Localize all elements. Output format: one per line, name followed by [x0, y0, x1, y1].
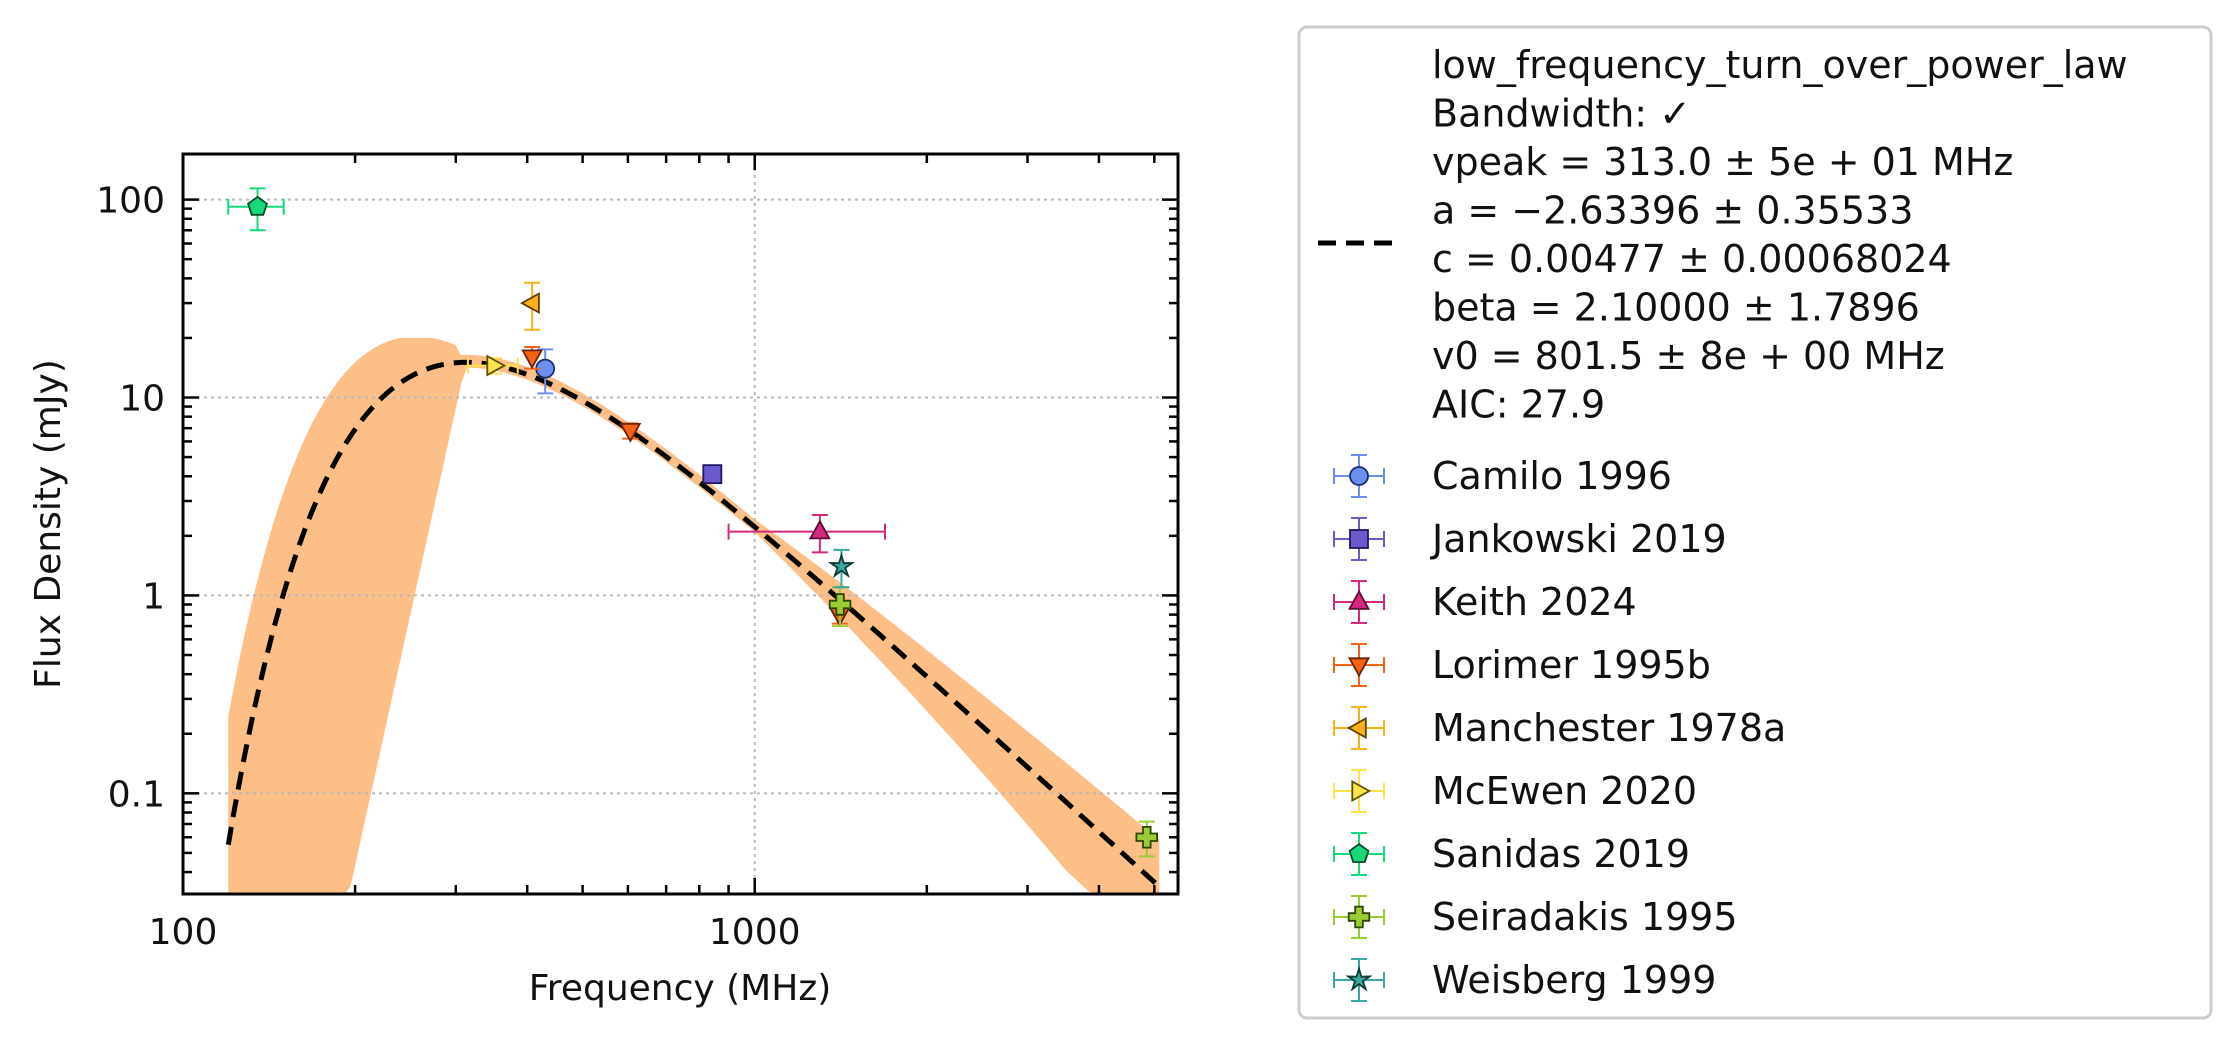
- legend-label: Camilo 1996: [1432, 454, 1672, 498]
- legend-fit-line: low_frequency_turn_over_power_law: [1432, 43, 2128, 87]
- data-point: [808, 519, 831, 540]
- data-point: [519, 292, 540, 315]
- legend-fit-line: Bandwidth: ✓: [1432, 92, 1691, 136]
- series-manchester-1978a: [519, 281, 541, 331]
- y-axis-label: Flux Density (mJy): [28, 359, 69, 689]
- legend-marker: [1347, 905, 1371, 929]
- series-jankowski-2019: [702, 464, 723, 485]
- series-lorimer-1995b: [521, 345, 851, 627]
- data-point: [247, 195, 268, 216]
- legend-frame: [1297, 25, 2213, 1020]
- fit-band-area: [228, 337, 1160, 894]
- data-point: [521, 349, 544, 370]
- legend-entries: Camilo 1996 Jankowski 2019 Keith 2024 Lorim…: [1333, 454, 1786, 1002]
- legend-fit-line: AIC: 27.9: [1432, 383, 1605, 427]
- data-point: [828, 593, 852, 616]
- series-sanidas-2019: [227, 187, 285, 232]
- legend-marker: [1345, 965, 1373, 992]
- fit-curve: [225, 359, 1161, 889]
- plot-frame: [181, 152, 1180, 896]
- legend-entry: McEwen 2020: [1333, 769, 1697, 813]
- ticks: 100 1000 0.1 1 10 100: [96, 154, 1178, 953]
- legend-entry: Weisberg 1999: [1333, 958, 1716, 1002]
- data-point: [486, 354, 507, 377]
- legend-marker: [1348, 842, 1370, 863]
- legend-marker: [1347, 657, 1371, 678]
- data-points: [227, 187, 1158, 858]
- legend-label: Manchester 1978a: [1432, 706, 1786, 750]
- legend-label: McEwen 2020: [1432, 769, 1697, 813]
- legend-label: Weisberg 1999: [1432, 958, 1716, 1002]
- legend: low_frequency_turn_over_power_law Bandwid…: [1297, 25, 2213, 1020]
- legend-label: Jankowski 2019: [1430, 517, 1727, 561]
- y-tick-label: 10: [119, 379, 165, 420]
- fit-uncertainty-band: [228, 337, 1160, 894]
- legend-marker: [1351, 779, 1372, 803]
- data-point: [702, 464, 723, 485]
- y-tick-label: 100: [96, 181, 165, 222]
- legend-marker: [1349, 529, 1369, 549]
- legend-marker: [1346, 716, 1367, 740]
- legend-marker: [1349, 466, 1369, 486]
- legend-fit-line: c = 0.00477 ± 0.00068024: [1432, 237, 1952, 281]
- error-bar: [1333, 769, 1385, 813]
- legend-entry: Sanidas 2019: [1333, 832, 1690, 876]
- legend-fit-line: vpeak = 313.0 ± 5e + 01 MHz: [1432, 140, 2013, 184]
- x-tick-label: 100: [149, 912, 218, 953]
- x-axis-label: Frequency (MHz): [529, 968, 832, 1009]
- legend-label: Lorimer 1995b: [1432, 643, 1711, 687]
- legend-entry: Seiradakis 1995: [1333, 895, 1738, 939]
- series-camilo-1996: [535, 348, 556, 395]
- fit-line: [225, 359, 1161, 889]
- legend-fit-line: v0 = 801.5 ± 8e + 00 MHz: [1432, 334, 1945, 378]
- x-tick-label: 1000: [709, 912, 801, 953]
- legend-entry: Jankowski 2019: [1333, 517, 1727, 561]
- y-tick-label: 0.1: [108, 774, 165, 815]
- axes: [181, 152, 1180, 896]
- legend-entry: Camilo 1996: [1333, 454, 1672, 498]
- legend-entry: Manchester 1978a: [1333, 706, 1786, 750]
- legend-fit-text: low_frequency_turn_over_power_law Bandwid…: [1432, 43, 2128, 427]
- data-point: [827, 552, 856, 579]
- y-tick-label: 1: [142, 576, 165, 617]
- data-point: [619, 422, 642, 443]
- legend-label: Seiradakis 1995: [1432, 895, 1738, 939]
- legend-entry: Keith 2024: [1333, 580, 1637, 624]
- legend-label: Keith 2024: [1432, 580, 1637, 624]
- legend-fit-line: beta = 2.10000 ± 1.7896: [1432, 286, 1920, 330]
- series-keith-2024: [727, 513, 887, 554]
- grid: [183, 154, 1178, 894]
- legend-entry: Lorimer 1995b: [1333, 643, 1711, 687]
- error-bar: [1333, 643, 1385, 687]
- legend-marker: [1347, 589, 1371, 610]
- series-mcewen-2020: [466, 354, 519, 377]
- data-point: [1135, 826, 1158, 849]
- legend-label: Sanidas 2019: [1432, 832, 1690, 876]
- series-weisberg-1999: [827, 548, 856, 589]
- legend-fit-line: a = −2.63396 ± 0.35533: [1432, 189, 1913, 233]
